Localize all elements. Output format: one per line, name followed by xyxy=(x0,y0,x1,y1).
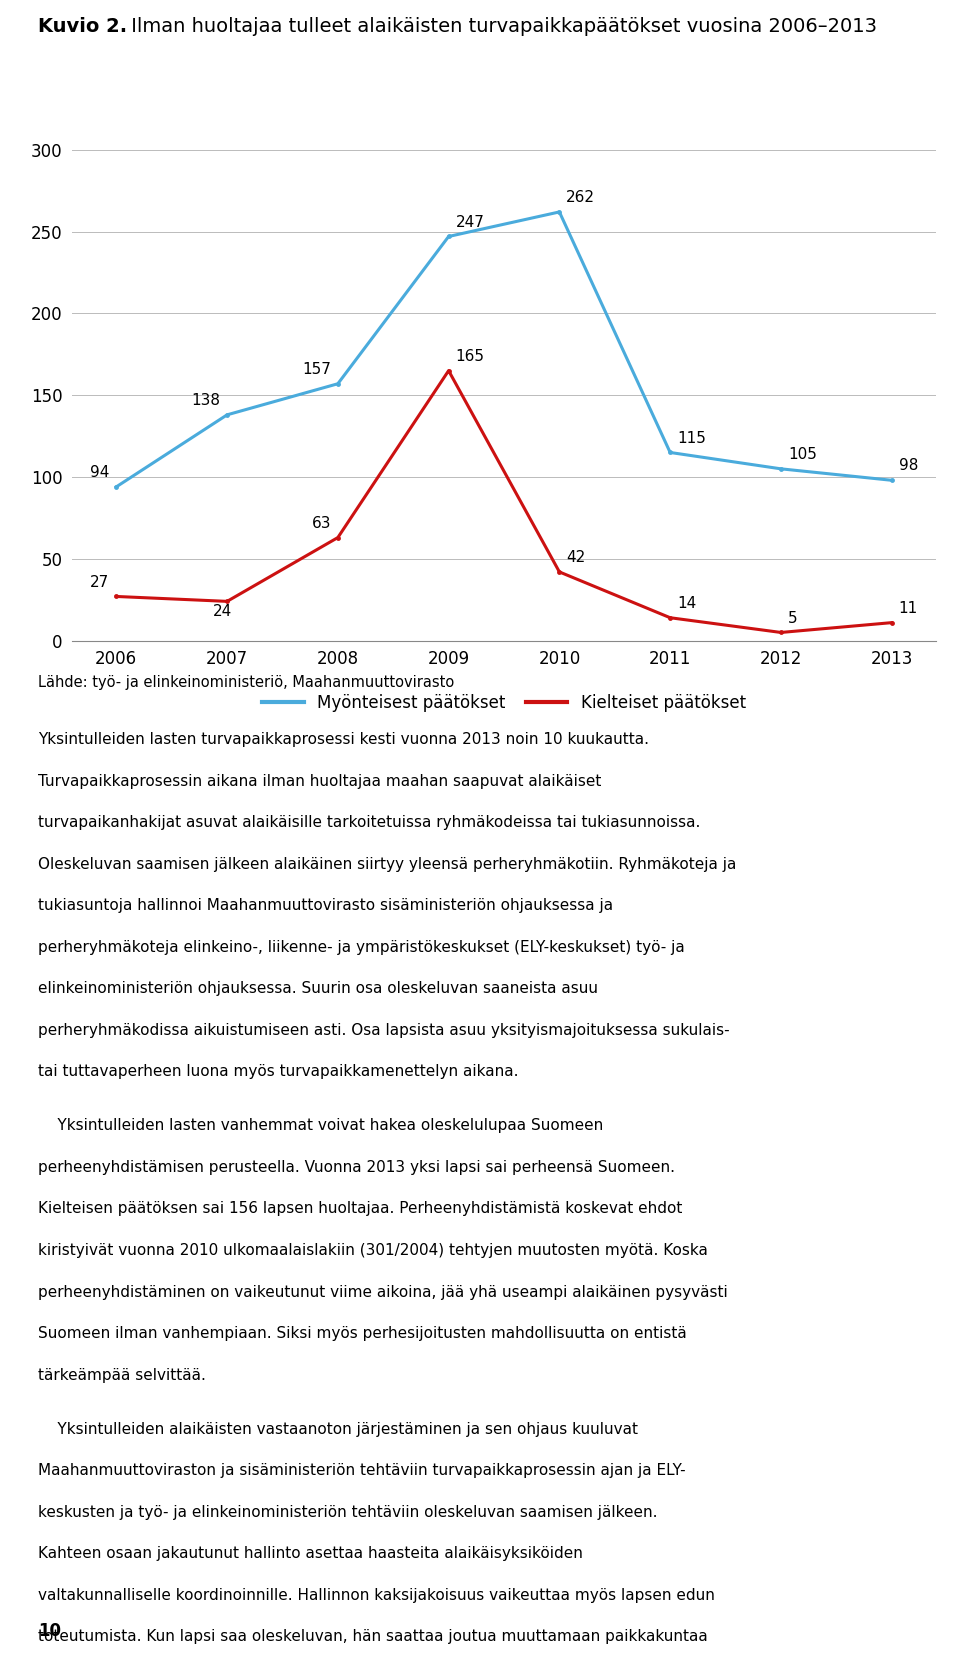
Text: 157: 157 xyxy=(302,361,331,376)
Text: 105: 105 xyxy=(788,448,817,463)
Text: toteutumista. Kun lapsi saa oleskeluvan, hän saattaa joutua muuttamaan paikkakun: toteutumista. Kun lapsi saa oleskeluvan,… xyxy=(38,1629,708,1644)
Text: 27: 27 xyxy=(90,574,109,589)
Text: tai tuttavaperheen luona myös turvapaikkamenettelyn aikana.: tai tuttavaperheen luona myös turvapaikk… xyxy=(38,1065,519,1080)
Text: elinkeinoministeriön ohjauksessa. Suurin osa oleskeluvan saaneista asuu: elinkeinoministeriön ohjauksessa. Suurin… xyxy=(38,982,598,997)
Text: perheenyhdistämisen perusteella. Vuonna 2013 yksi lapsi sai perheensä Suomeen.: perheenyhdistämisen perusteella. Vuonna … xyxy=(38,1160,676,1175)
Text: 5: 5 xyxy=(788,611,798,626)
Text: 262: 262 xyxy=(566,190,595,205)
Text: Oleskeluvan saamisen jälkeen alaikäinen siirtyy yleensä perheryhmäkotiin. Ryhmäk: Oleskeluvan saamisen jälkeen alaikäinen … xyxy=(38,857,736,872)
Text: 63: 63 xyxy=(311,516,331,531)
Text: tärkeämpää selvittää.: tärkeämpää selvittää. xyxy=(38,1368,206,1383)
Text: Ilman huoltajaa tulleet alaikäisten turvapaikkapäätökset vuosina 2006–2013: Ilman huoltajaa tulleet alaikäisten turv… xyxy=(125,17,876,35)
Text: 94: 94 xyxy=(90,464,109,479)
Text: tukiasuntoja hallinnoi Maahanmuuttovirasto sisäministeriön ohjauksessa ja: tukiasuntoja hallinnoi Maahanmuuttoviras… xyxy=(38,899,613,914)
Text: valtakunnalliselle koordinoinnille. Hallinnon kaksijakoisuus vaikeuttaa myös lap: valtakunnalliselle koordinoinnille. Hall… xyxy=(38,1587,715,1602)
Text: Turvapaikkaprosessin aikana ilman huoltajaa maahan saapuvat alaikäiset: Turvapaikkaprosessin aikana ilman huolta… xyxy=(38,774,602,789)
Text: perheryhmäkoteja elinkeino-, liikenne- ja ympäristökeskukset (ELY-keskukset) työ: perheryhmäkoteja elinkeino-, liikenne- j… xyxy=(38,940,685,955)
Legend: Myönteisest päätökset, Kielteiset päätökset: Myönteisest päätökset, Kielteiset päätök… xyxy=(255,687,753,719)
Text: 138: 138 xyxy=(191,393,220,408)
Text: 24: 24 xyxy=(213,604,232,619)
Text: perheenyhdistäminen on vaikeutunut viime aikoina, jää yhä useampi alaikäinen pys: perheenyhdistäminen on vaikeutunut viime… xyxy=(38,1285,728,1300)
Text: Lähde: työ- ja elinkeinoministeriö, Maahanmuuttovirasto: Lähde: työ- ja elinkeinoministeriö, Maah… xyxy=(38,674,455,691)
Text: Yksintulleiden lasten vanhemmat voivat hakea oleskelulupaa Suomeen: Yksintulleiden lasten vanhemmat voivat h… xyxy=(38,1118,604,1133)
Text: 14: 14 xyxy=(677,596,696,611)
Text: Suomeen ilman vanhempiaan. Siksi myös perhesijoitusten mahdollisuutta on entistä: Suomeen ilman vanhempiaan. Siksi myös pe… xyxy=(38,1326,687,1341)
Text: 11: 11 xyxy=(899,601,918,616)
Text: Kahteen osaan jakautunut hallinto asettaa haasteita alaikäisyksiköiden: Kahteen osaan jakautunut hallinto asetta… xyxy=(38,1546,584,1561)
Text: 115: 115 xyxy=(677,431,706,446)
Text: keskusten ja työ- ja elinkeinoministeriön tehtäviin oleskeluvan saamisen jälkeen: keskusten ja työ- ja elinkeinoministeriö… xyxy=(38,1504,658,1519)
Text: Maahanmuuttoviraston ja sisäministeriön tehtäviin turvapaikkaprosessin ajan ja E: Maahanmuuttoviraston ja sisäministeriön … xyxy=(38,1463,686,1478)
Text: 98: 98 xyxy=(899,458,918,473)
Text: 165: 165 xyxy=(456,349,485,364)
Text: kiristyivät vuonna 2010 ulkomaalaislakiin (301/2004) tehtyjen muutosten myötä. K: kiristyivät vuonna 2010 ulkomaalaislakii… xyxy=(38,1243,708,1258)
Text: perheryhmäkodissa aikuistumiseen asti. Osa lapsista asuu yksityismajoituksessa s: perheryhmäkodissa aikuistumiseen asti. O… xyxy=(38,1023,730,1038)
Text: turvapaikanhakijat asuvat alaikäisille tarkoitetuissa ryhmäkodeissa tai tukiasun: turvapaikanhakijat asuvat alaikäisille t… xyxy=(38,815,701,830)
Text: 247: 247 xyxy=(456,215,485,230)
Text: Yksintulleiden lasten turvapaikkaprosessi kesti vuonna 2013 noin 10 kuukautta.: Yksintulleiden lasten turvapaikkaprosess… xyxy=(38,732,649,747)
Text: 42: 42 xyxy=(566,551,586,566)
Text: 10: 10 xyxy=(38,1622,61,1639)
Text: Yksintulleiden alaikäisten vastaanoton järjestäminen ja sen ohjaus kuuluvat: Yksintulleiden alaikäisten vastaanoton j… xyxy=(38,1421,638,1436)
Text: Kielteisen päätöksen sai 156 lapsen huoltajaa. Perheenyhdistämistä koskevat ehdo: Kielteisen päätöksen sai 156 lapsen huol… xyxy=(38,1201,683,1216)
Text: Kuvio 2.: Kuvio 2. xyxy=(38,17,128,35)
